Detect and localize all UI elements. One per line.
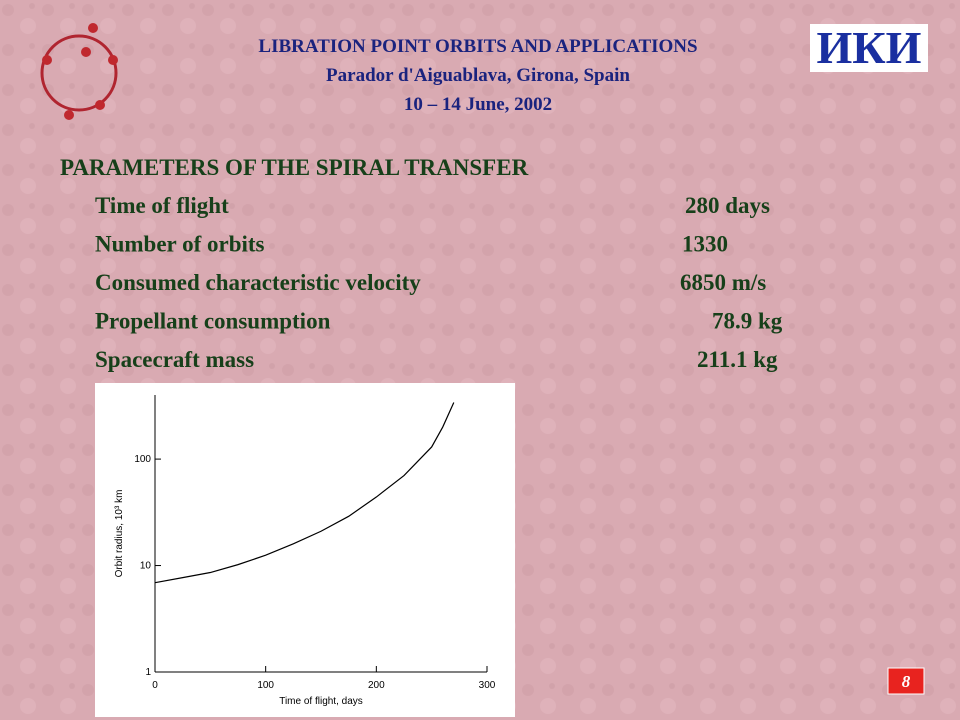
x-axis-label: Time of flight, days <box>279 696 363 707</box>
chart-panel <box>95 383 515 717</box>
conference-logo <box>40 23 118 120</box>
header-title: LIBRATION POINT ORBITS AND APPLICATIONS <box>258 36 697 57</box>
page-number-box <box>887 667 925 695</box>
x-tick-label: 300 <box>479 680 496 691</box>
section-title: PARAMETERS OF THE SPIRAL TRANSFER <box>60 155 529 180</box>
parameter-value: 6850 m/s <box>680 270 766 295</box>
header-dates: 10 – 14 June, 2002 <box>404 94 552 115</box>
page-number: 8 <box>902 672 911 691</box>
iki-logo-box <box>810 24 928 72</box>
y-tick-label: 10 <box>140 561 152 572</box>
data-line <box>154 402 455 584</box>
x-tick-label: 100 <box>257 680 274 691</box>
y-tick-label: 1 <box>145 667 151 678</box>
iki-logo: ИКИ <box>817 22 922 73</box>
parameter-value: 1330 <box>682 232 728 257</box>
y-tick-label: 100 <box>134 454 151 465</box>
parameter-label: Time of flight <box>95 193 229 218</box>
parameter-label: Propellant consumption <box>95 309 331 334</box>
x-tick-label: 200 <box>368 680 385 691</box>
x-tick-label: 0 <box>152 680 158 691</box>
y-axis-label: Orbit radius, 10³ km <box>114 490 125 578</box>
header-venue: Parador d'Aiguablava, Girona, Spain <box>326 65 630 86</box>
parameter-label: Consumed characteristic velocity <box>95 270 421 295</box>
parameter-label: Spacecraft mass <box>95 347 254 372</box>
parameter-value: 211.1 kg <box>697 347 778 372</box>
parameter-label: Number of orbits <box>95 232 265 257</box>
parameter-value: 78.9 kg <box>712 309 783 334</box>
parameter-value: 280 days <box>685 193 770 218</box>
